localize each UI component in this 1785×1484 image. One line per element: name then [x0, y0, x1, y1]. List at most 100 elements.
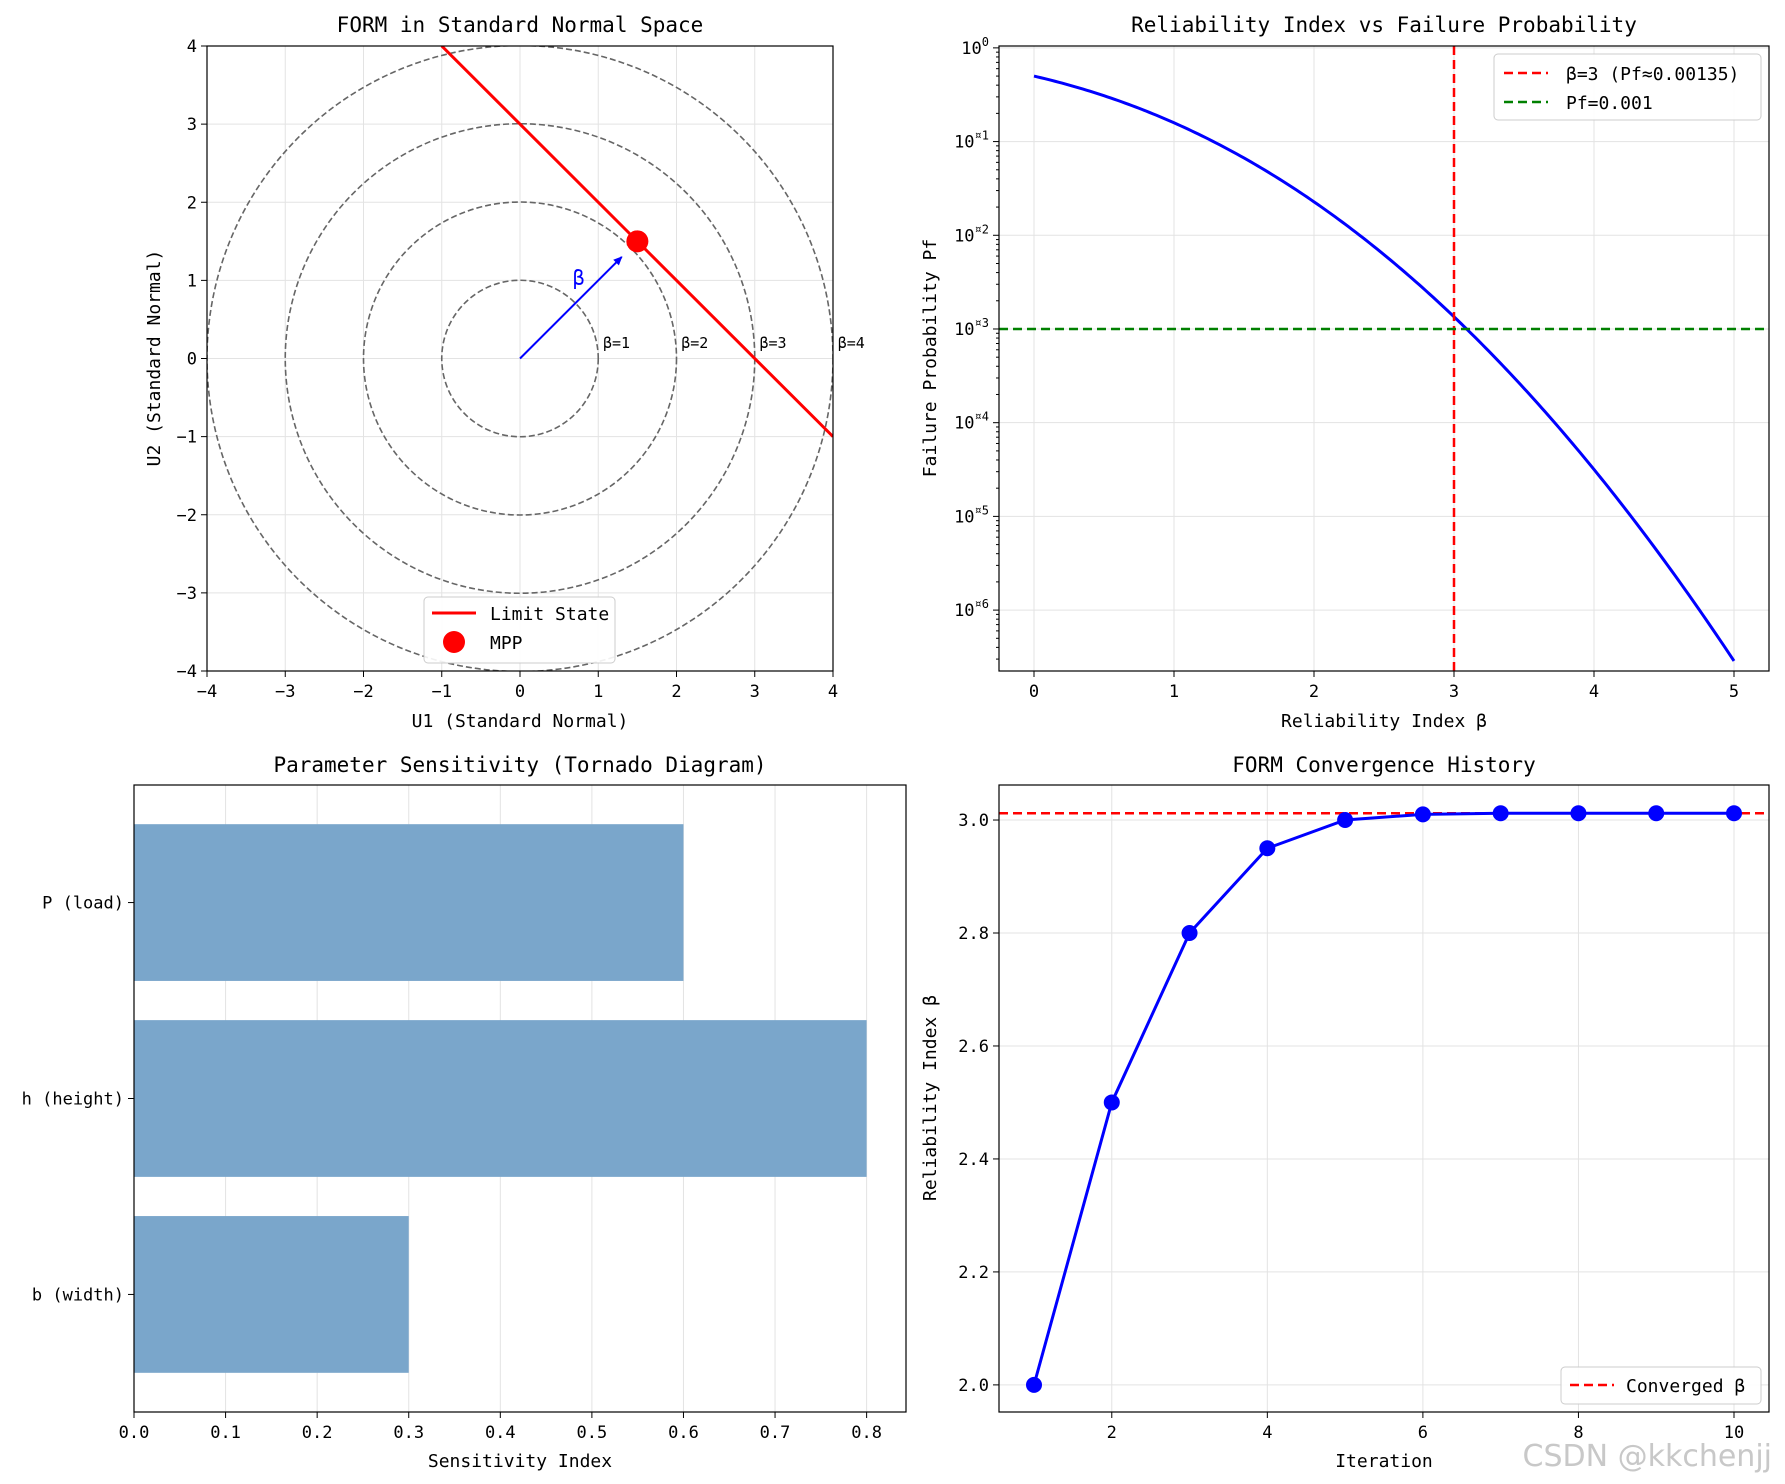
y-tick-label: −2 — [177, 506, 197, 526]
x-tick-label: −2 — [353, 682, 373, 702]
y-tick-label: 10¤1 — [954, 129, 989, 153]
y-tick-exponent: ¤3 — [975, 316, 989, 330]
y-tick-base: 10 — [961, 39, 981, 59]
x-tick-label: 8 — [1573, 1423, 1583, 1443]
y-tick-label: −3 — [177, 584, 197, 604]
y-tick-label: 2.6 — [958, 1037, 989, 1057]
beta-pf-grid — [999, 46, 1769, 671]
convergence-ylabel: Reliability Index β — [920, 995, 941, 1201]
x-tick-label: 2 — [1309, 682, 1319, 702]
form-space-ticks: −4 −3 −2 −1 0 1 2 3 4 −4 −3 −2 −1 0 1 2 3 4 — [177, 37, 839, 702]
y-tick-exponent: ¤6 — [975, 597, 989, 611]
beta-iteration-point — [1570, 805, 1587, 822]
beta-circle — [440, 279, 600, 438]
mpp-legend-swatch — [443, 631, 465, 653]
beta-circle-label: β=3 — [759, 334, 786, 352]
pf-curve — [1033, 74, 1736, 662]
beta-pf-frame — [998, 45, 1770, 672]
convergence-legend-box — [1560, 1366, 1762, 1405]
y-tick-label: 3 — [187, 115, 197, 135]
convergence-legend: Converged β — [1560, 1366, 1762, 1405]
x-tick-label: 0.1 — [210, 1423, 241, 1443]
x-tick-label: 4 — [828, 682, 838, 702]
form-space-plot: β=1 β=2 β=3 β=4 β — [207, 46, 865, 671]
x-tick-label: 0.2 — [302, 1423, 333, 1443]
convergence-xlabel: Iteration — [1335, 1451, 1433, 1472]
sensitivity-bar — [134, 1216, 409, 1373]
x-tick-label: −1 — [432, 682, 452, 702]
beta-iteration-point — [1026, 1376, 1042, 1393]
y-tick-label: 3.0 — [958, 811, 989, 831]
y-tick-label: 10¤6 — [954, 597, 989, 621]
y-tick-label: 1 — [187, 271, 197, 291]
y-tick-base: 10 — [954, 226, 974, 246]
x-tick-label: 0.5 — [577, 1423, 608, 1443]
beta-pf-xlabel: Reliability Index β — [1281, 711, 1487, 732]
sensitivity-bar — [134, 824, 684, 981]
tornado-plot — [134, 824, 867, 1373]
converged-legend-label: Converged β — [1626, 1376, 1745, 1397]
x-tick-label: 1 — [593, 682, 603, 702]
y-tick-label: −1 — [177, 428, 197, 448]
mpp-point — [626, 230, 649, 253]
convergence-ticks: 2 4 6 8 10 2.0 2.2 2.4 2.6 2.8 3.0 — [958, 811, 1744, 1443]
mpp-legend-label: MPP — [490, 633, 523, 654]
beta-pf-legend-box — [1493, 53, 1762, 121]
panel-form-space: β=1 β=2 β=3 β=4 β −4 −3 −2 −1 0 1 2 3 4 −4 −3 −2 −1 0 1 2 3 4… — [144, 13, 865, 732]
beta-pf-legend: β=3 (Pf≈0.00135) Pf=0.001 — [1493, 53, 1762, 121]
x-tick-label: 4 — [1589, 682, 1599, 702]
x-tick-label: 0 — [1029, 682, 1039, 702]
y-tick-base: 10 — [954, 320, 974, 340]
category-label: P (load) — [42, 894, 124, 914]
convergence-frame — [998, 784, 1770, 1413]
y-tick-label: 10¤4 — [954, 410, 989, 434]
form-space-ylabel: U2 (Standard Normal) — [144, 250, 165, 467]
y-tick-base: 10 — [954, 414, 974, 434]
y-tick-label: 4 — [187, 37, 197, 57]
y-tick-base: 10 — [954, 133, 974, 153]
y-tick-label: −4 — [177, 662, 197, 682]
y-tick-label: 0 — [187, 350, 197, 370]
x-tick-label: 0.3 — [393, 1423, 424, 1443]
y-tick-base: 10 — [954, 601, 974, 621]
x-tick-label: 6 — [1418, 1423, 1428, 1443]
y-tick-label: 10¤3 — [954, 316, 989, 340]
tornado-ticks: 0.0 0.1 0.2 0.3 0.4 0.5 0.6 0.7 0.8 P (load) h (he… — [22, 894, 882, 1443]
beta-iteration-point — [1181, 924, 1198, 941]
beta-iteration-point — [1492, 805, 1509, 822]
beta-iteration-point — [1726, 805, 1742, 822]
y-tick-label: 2.0 — [958, 1376, 989, 1396]
y-tick-label: 2 — [187, 193, 197, 213]
beta-circle-label: β=4 — [838, 334, 865, 352]
x-tick-label: 5 — [1729, 682, 1739, 702]
y-tick-label: 2.4 — [958, 1150, 989, 1170]
x-tick-label: 10 — [1724, 1423, 1744, 1443]
x-tick-label: 0.0 — [119, 1423, 150, 1443]
x-tick-label: −4 — [197, 682, 217, 702]
beta-circle — [362, 201, 678, 516]
tornado-title: Parameter Sensitivity (Tornado Diagram) — [273, 753, 766, 777]
beta-iteration-point — [1648, 805, 1665, 822]
beta-iteration-point — [1259, 840, 1276, 857]
y-tick-exponent: 0 — [982, 35, 989, 49]
x-tick-label: 4 — [1262, 1423, 1272, 1443]
x-tick-label: 0.8 — [851, 1423, 882, 1443]
y-tick-exponent: ¤1 — [975, 129, 989, 143]
panel-convergence: 2 4 6 8 10 2.0 2.2 2.4 2.6 2.8 3.0 FORM Convergenc… — [920, 753, 1770, 1472]
y-tick-base: 10 — [954, 507, 974, 527]
category-label: b (width) — [32, 1285, 124, 1305]
x-tick-label: 1 — [1169, 682, 1179, 702]
x-tick-label: 0 — [515, 682, 525, 702]
panel-tornado: 0.0 0.1 0.2 0.3 0.4 0.5 0.6 0.7 0.8 P (load) h (he… — [22, 753, 907, 1472]
beta3-legend-label: β=3 (Pf≈0.00135) — [1566, 64, 1739, 85]
tornado-xlabel: Sensitivity Index — [428, 1451, 612, 1472]
y-tick-exponent: ¤2 — [975, 222, 989, 236]
pf-threshold-legend-label: Pf=0.001 — [1566, 93, 1653, 114]
category-label: h (height) — [22, 1090, 124, 1110]
sensitivity-bar — [134, 1020, 867, 1177]
beta-history-line — [1032, 811, 1734, 1386]
beta-iteration-point — [1103, 1094, 1120, 1111]
beta-arrow-label: β — [573, 265, 585, 289]
